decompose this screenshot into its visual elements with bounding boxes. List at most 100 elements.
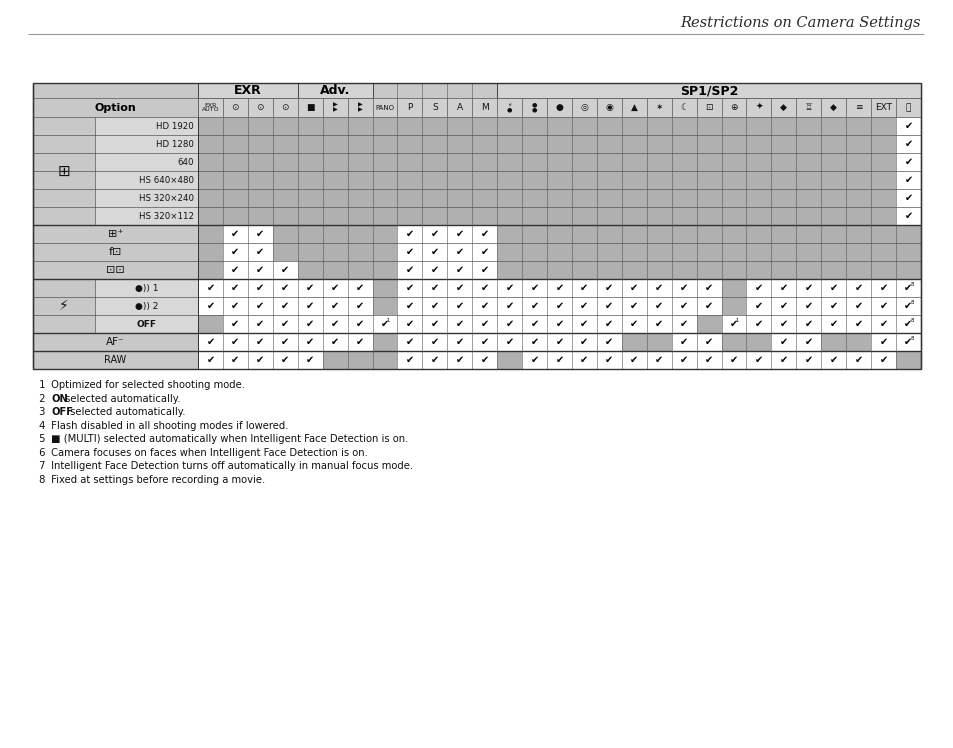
- Text: ✔: ✔: [331, 301, 339, 311]
- Bar: [472, 333, 497, 351]
- Bar: [771, 135, 796, 153]
- Bar: [497, 261, 521, 279]
- Text: ✔: ✔: [231, 319, 239, 329]
- Text: ✔: ✔: [530, 337, 538, 347]
- Bar: [372, 351, 397, 369]
- Bar: [198, 207, 223, 225]
- Text: ⊙: ⊙: [232, 103, 239, 112]
- Bar: [671, 279, 696, 297]
- Bar: [397, 315, 422, 333]
- Bar: [870, 153, 895, 171]
- Bar: [671, 98, 696, 117]
- Bar: [95, 207, 198, 225]
- Bar: [720, 333, 745, 351]
- Text: ✔: ✔: [903, 139, 912, 149]
- Text: ✔: ✔: [331, 337, 339, 347]
- Bar: [845, 243, 870, 261]
- Bar: [895, 333, 920, 351]
- Bar: [671, 297, 696, 315]
- Bar: [447, 261, 472, 279]
- Text: 7: 7: [36, 461, 46, 471]
- Bar: [497, 225, 521, 243]
- Bar: [646, 207, 671, 225]
- Text: ✔: ✔: [903, 301, 911, 311]
- Bar: [198, 135, 223, 153]
- Bar: [720, 279, 745, 297]
- Bar: [796, 243, 821, 261]
- Bar: [372, 207, 397, 225]
- Text: ✔: ✔: [405, 301, 414, 311]
- Bar: [347, 351, 372, 369]
- Bar: [771, 153, 796, 171]
- Text: 8: 8: [909, 336, 913, 340]
- Bar: [497, 189, 521, 207]
- Text: ◎: ◎: [579, 103, 588, 112]
- Bar: [198, 225, 223, 243]
- Bar: [447, 207, 472, 225]
- Bar: [397, 135, 422, 153]
- Bar: [597, 261, 621, 279]
- Bar: [248, 261, 273, 279]
- Text: ✔: ✔: [431, 247, 438, 257]
- Bar: [821, 117, 845, 135]
- Text: ✔: ✔: [256, 229, 264, 239]
- Bar: [297, 135, 322, 153]
- Bar: [745, 153, 771, 171]
- Bar: [771, 225, 796, 243]
- Bar: [521, 135, 546, 153]
- Bar: [322, 243, 347, 261]
- Text: ✔: ✔: [431, 319, 438, 329]
- Text: ✔: ✔: [505, 337, 513, 347]
- Text: ✦: ✦: [755, 103, 761, 112]
- Bar: [347, 171, 372, 189]
- Text: ✔: ✔: [480, 283, 488, 293]
- Text: ✔: ✔: [804, 301, 812, 311]
- Bar: [720, 297, 745, 315]
- Bar: [895, 279, 920, 297]
- Text: ✔: ✔: [206, 355, 214, 365]
- Text: ✔: ✔: [579, 355, 588, 365]
- Bar: [597, 351, 621, 369]
- Bar: [572, 171, 597, 189]
- Text: 8: 8: [909, 281, 913, 286]
- Bar: [646, 333, 671, 351]
- Bar: [720, 117, 745, 135]
- Bar: [472, 351, 497, 369]
- Bar: [572, 98, 597, 117]
- Bar: [422, 261, 447, 279]
- Bar: [646, 261, 671, 279]
- Bar: [322, 225, 347, 243]
- Bar: [597, 117, 621, 135]
- Bar: [521, 117, 546, 135]
- Bar: [447, 333, 472, 351]
- Bar: [870, 261, 895, 279]
- Bar: [621, 135, 646, 153]
- Bar: [895, 189, 920, 207]
- Text: ✔: ✔: [630, 319, 638, 329]
- Text: ◉: ◉: [605, 103, 613, 112]
- Text: OFF: OFF: [51, 407, 73, 417]
- Bar: [95, 279, 198, 297]
- Text: 4: 4: [36, 420, 46, 431]
- Bar: [870, 243, 895, 261]
- Bar: [771, 315, 796, 333]
- Bar: [521, 98, 546, 117]
- Bar: [572, 351, 597, 369]
- Text: ✔: ✔: [630, 283, 638, 293]
- Bar: [347, 243, 372, 261]
- Bar: [273, 225, 297, 243]
- Text: 640: 640: [177, 158, 193, 167]
- Text: ✔: ✔: [804, 355, 812, 365]
- Text: ✔: ✔: [480, 337, 488, 347]
- Bar: [273, 351, 297, 369]
- Text: ✔: ✔: [355, 301, 364, 311]
- Text: ✔: ✔: [729, 355, 738, 365]
- Text: 8: 8: [909, 317, 913, 322]
- Text: ✶: ✶: [655, 103, 662, 112]
- Bar: [546, 189, 572, 207]
- Text: ✔: ✔: [480, 229, 488, 239]
- Bar: [720, 171, 745, 189]
- Text: ✔: ✔: [630, 355, 638, 365]
- Text: ✔: ✔: [879, 283, 886, 293]
- Bar: [796, 225, 821, 243]
